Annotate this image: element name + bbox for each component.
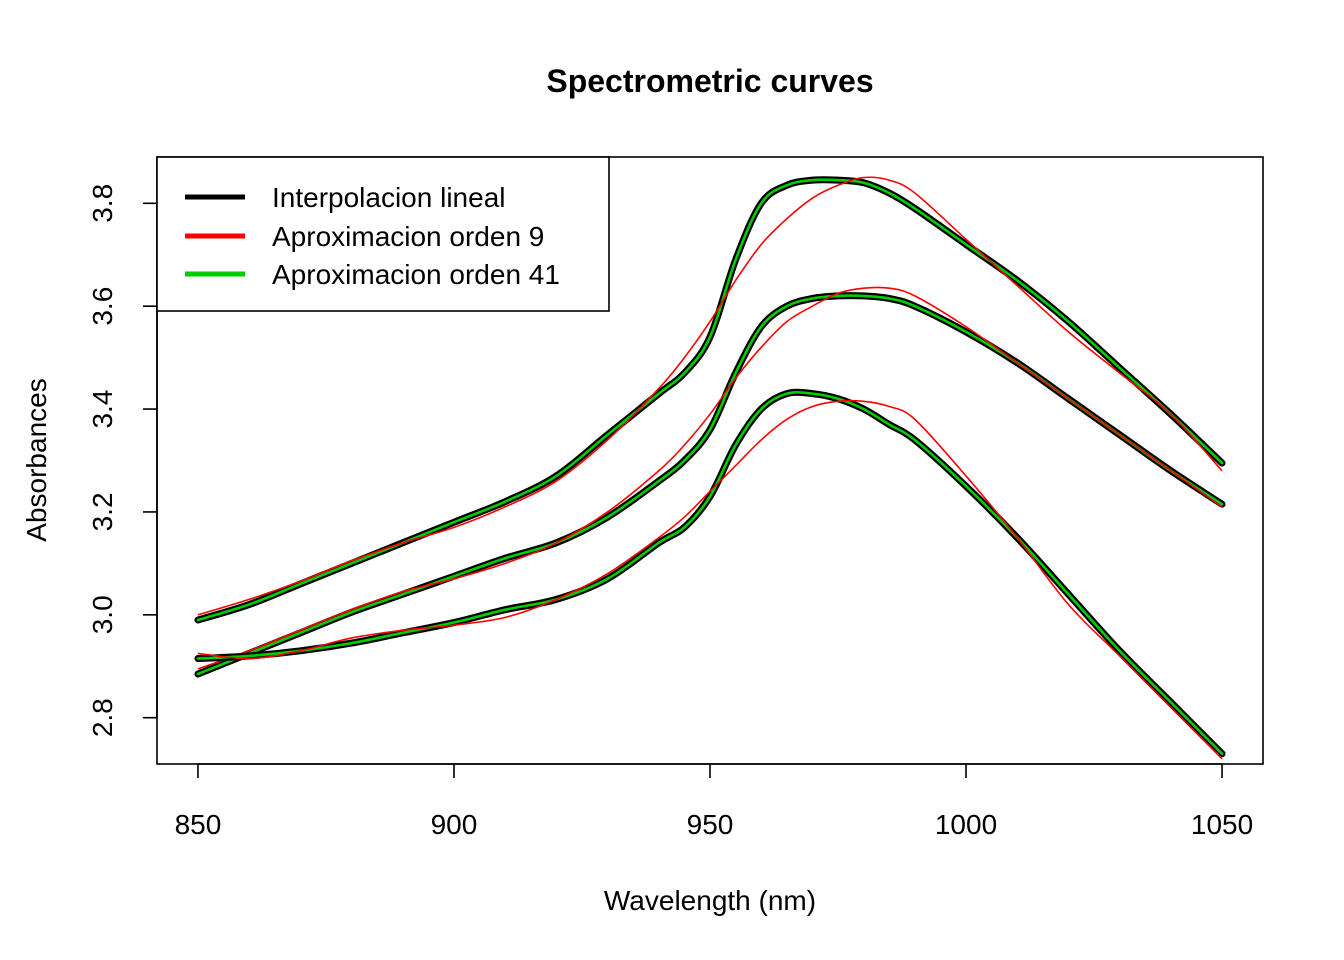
curve-interpolacion-lineal-2 [194,292,1226,678]
y-tick-label-1: 3.0 [87,595,118,634]
curve-aproximacion-orden-9-3 [197,399,1223,760]
legend-label-aproximacion-orden-9: Aproximacion orden 9 [272,221,544,252]
y-tick-label-3: 3.4 [87,390,118,429]
x-axis-label: Wavelength (nm) [604,885,816,916]
x-tick-label-1050: 1050 [1191,809,1253,840]
legend: Interpolacion lineal Aproximacion orden … [156,156,610,312]
y-tick-label-2: 3.2 [87,492,118,531]
y-tick-label-0: 2.8 [87,698,118,737]
curve-aproximacion-orden-41-3 [196,390,1224,756]
curve-aproximacion-orden-9-1 [197,176,1223,616]
legend-label-aproximacion-orden-41: Aproximacion orden 41 [272,259,560,290]
y-tick-label-4: 3.6 [87,287,118,326]
y-axis: 2.8 3.0 3.2 3.4 3.6 3.8 [87,184,158,737]
x-tick-label-950: 950 [687,809,734,840]
x-axis: 850 900 950 1000 1050 [175,763,1253,840]
curve-interpolacion-lineal-3 [194,388,1226,758]
curve-aproximacion-orden-9-2 [197,286,1223,670]
curves-layer [194,176,1226,760]
y-tick-label-5: 3.8 [87,184,118,223]
x-tick-label-900: 900 [431,809,478,840]
x-tick-label-1000: 1000 [935,809,997,840]
curve-aproximacion-orden-41-1 [196,178,1224,622]
x-tick-label-850: 850 [175,809,222,840]
y-axis-label: Absorbances [21,378,52,541]
chart-title: Spectrometric curves [546,63,873,99]
legend-label-interpolacion-lineal: Interpolacion lineal [272,182,506,213]
curve-aproximacion-orden-41-2 [196,294,1224,676]
